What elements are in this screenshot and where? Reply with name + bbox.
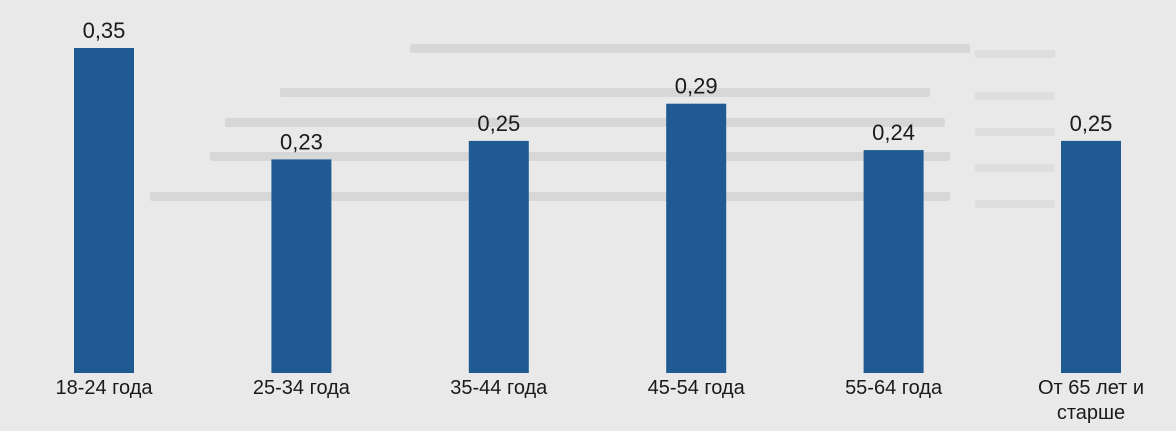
ghost-line bbox=[975, 164, 1055, 172]
ghost-line bbox=[975, 200, 1055, 208]
bar bbox=[666, 103, 727, 373]
category-label-line: 35-44 года bbox=[450, 377, 548, 399]
bar-value-label: 0,25 bbox=[477, 111, 520, 136]
category-label-line: От 65 лет и bbox=[1038, 377, 1144, 399]
category-label: 45-54 года bbox=[648, 377, 746, 399]
ghost-line bbox=[975, 50, 1055, 58]
ghost-line bbox=[150, 192, 950, 201]
ghost-line bbox=[225, 118, 945, 127]
category-label: 35-44 года bbox=[450, 377, 548, 399]
category-label: 25-34 года bbox=[253, 377, 351, 399]
bar bbox=[74, 48, 134, 373]
bar bbox=[271, 159, 332, 373]
bar bbox=[1061, 140, 1121, 373]
bar bbox=[468, 140, 529, 373]
category-labels-group: 18-24 года 25-34 года 35-44 года 45-54 года… bbox=[55, 377, 1144, 424]
ghost-line bbox=[975, 92, 1055, 100]
ghost-line bbox=[975, 128, 1055, 136]
bar-value-label: 0,35 bbox=[83, 18, 126, 43]
category-label-line: 45-54 года bbox=[648, 377, 746, 399]
ghost-line bbox=[280, 88, 930, 97]
category-label-line: старше bbox=[1057, 402, 1125, 424]
bars-group bbox=[74, 48, 1121, 373]
bar bbox=[863, 150, 924, 373]
category-label-line: 18-24 года bbox=[55, 377, 153, 399]
bar-value-label: 0,23 bbox=[280, 129, 323, 154]
category-label: 18-24 года bbox=[55, 377, 153, 399]
category-label-line: 25-34 года bbox=[253, 377, 351, 399]
category-label: 55-64 года bbox=[845, 377, 943, 399]
bar-value-label: 0,25 bbox=[1070, 111, 1113, 136]
category-label-line: 55-64 года bbox=[845, 377, 943, 399]
category-label: От 65 лет и старше bbox=[1038, 377, 1144, 424]
bar-value-label: 0,29 bbox=[675, 74, 718, 99]
ghost-line bbox=[210, 152, 950, 161]
bar-value-label: 0,24 bbox=[872, 120, 915, 145]
ghost-line bbox=[410, 44, 970, 53]
value-labels-group: 0,35 0,23 0,25 0,29 0,24 0,25 bbox=[83, 18, 1113, 154]
